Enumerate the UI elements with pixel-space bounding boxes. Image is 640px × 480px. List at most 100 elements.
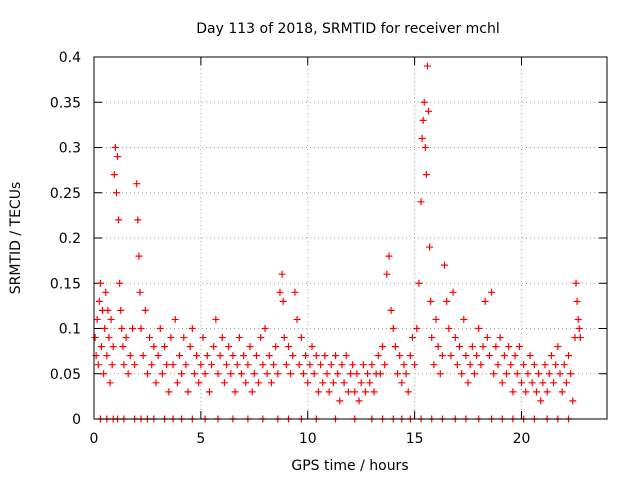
data-point xyxy=(188,325,196,332)
data-point xyxy=(210,343,218,351)
data-point xyxy=(246,343,254,351)
data-point xyxy=(359,361,367,369)
data-point xyxy=(562,379,570,387)
data-point xyxy=(208,361,216,369)
data-point xyxy=(152,379,160,387)
data-point xyxy=(415,279,423,287)
data-point xyxy=(148,361,156,369)
data-point xyxy=(105,334,113,342)
data-point xyxy=(122,334,130,342)
data-point xyxy=(131,361,139,369)
data-point xyxy=(91,334,99,342)
data-point xyxy=(426,243,434,251)
data-point xyxy=(304,379,312,387)
data-point xyxy=(528,379,536,387)
data-point xyxy=(237,370,245,378)
data-points xyxy=(91,62,584,423)
data-point xyxy=(447,352,455,360)
data-point xyxy=(509,388,517,396)
y-tick-label: 0.15 xyxy=(50,276,81,292)
data-point xyxy=(93,315,101,323)
data-point xyxy=(154,352,162,360)
data-point xyxy=(287,370,295,378)
data-point xyxy=(293,315,301,323)
data-point xyxy=(541,361,549,369)
x-tick-label: 15 xyxy=(406,431,424,447)
data-point xyxy=(554,343,562,351)
data-point xyxy=(349,361,357,369)
data-point xyxy=(295,361,303,369)
data-point xyxy=(312,352,320,360)
data-point xyxy=(299,370,307,378)
data-point xyxy=(201,370,209,378)
y-tick-label: 0.4 xyxy=(59,50,81,66)
data-point xyxy=(347,370,354,378)
data-point xyxy=(368,361,376,369)
data-point xyxy=(565,352,573,360)
data-point xyxy=(537,397,545,405)
data-point xyxy=(511,352,519,360)
data-point xyxy=(576,334,584,342)
data-point xyxy=(171,315,179,323)
data-point xyxy=(524,370,532,378)
data-point xyxy=(306,361,314,369)
data-point xyxy=(233,361,241,369)
data-point xyxy=(321,352,329,360)
x-tick-label: 20 xyxy=(513,431,531,447)
data-point xyxy=(379,343,387,351)
data-point xyxy=(95,297,103,305)
data-point xyxy=(197,361,205,369)
plot-frame xyxy=(93,56,608,420)
data-point xyxy=(220,379,228,387)
data-point xyxy=(106,379,114,387)
data-point xyxy=(282,361,290,369)
data-point xyxy=(422,171,430,179)
data-point xyxy=(490,370,498,378)
y-axis-label: SRMTID / TECUs xyxy=(8,182,24,295)
data-point xyxy=(522,388,530,396)
data-point xyxy=(199,334,207,342)
data-point xyxy=(336,397,344,405)
data-point xyxy=(338,361,346,369)
data-point xyxy=(94,361,102,369)
data-point xyxy=(136,288,144,296)
data-point xyxy=(265,352,273,360)
data-point xyxy=(334,370,342,378)
data-point xyxy=(342,352,350,360)
data-point xyxy=(464,379,472,387)
data-point xyxy=(111,144,119,151)
data-point xyxy=(280,334,288,342)
data-point xyxy=(404,388,412,396)
data-point xyxy=(443,297,451,305)
data-point xyxy=(530,361,538,369)
data-point xyxy=(434,343,442,351)
data-point xyxy=(535,370,543,378)
data-point xyxy=(139,352,147,360)
data-point xyxy=(176,352,183,360)
data-point xyxy=(498,379,506,387)
y-tick-label: 0 xyxy=(72,412,81,428)
chart-title: Day 113 of 2018, SRMTID for receiver mch… xyxy=(196,21,500,37)
data-point xyxy=(150,343,158,351)
data-point xyxy=(494,361,502,369)
data-point xyxy=(573,297,581,305)
data-point xyxy=(398,379,406,387)
data-point xyxy=(428,334,436,342)
data-point xyxy=(432,315,440,323)
data-point xyxy=(505,343,513,351)
data-point xyxy=(518,379,525,387)
data-point xyxy=(167,334,175,342)
data-point xyxy=(366,379,374,387)
data-point xyxy=(374,352,382,360)
data-point xyxy=(163,361,171,369)
data-point xyxy=(492,343,500,351)
data-point xyxy=(558,388,566,396)
y-tick-label: 0.05 xyxy=(50,367,81,383)
data-point xyxy=(267,379,275,387)
data-point xyxy=(532,388,540,396)
data-point xyxy=(250,370,258,378)
y-tick-label: 0.25 xyxy=(50,186,81,202)
data-point xyxy=(526,352,534,360)
data-point xyxy=(539,379,547,387)
data-point xyxy=(137,325,145,332)
